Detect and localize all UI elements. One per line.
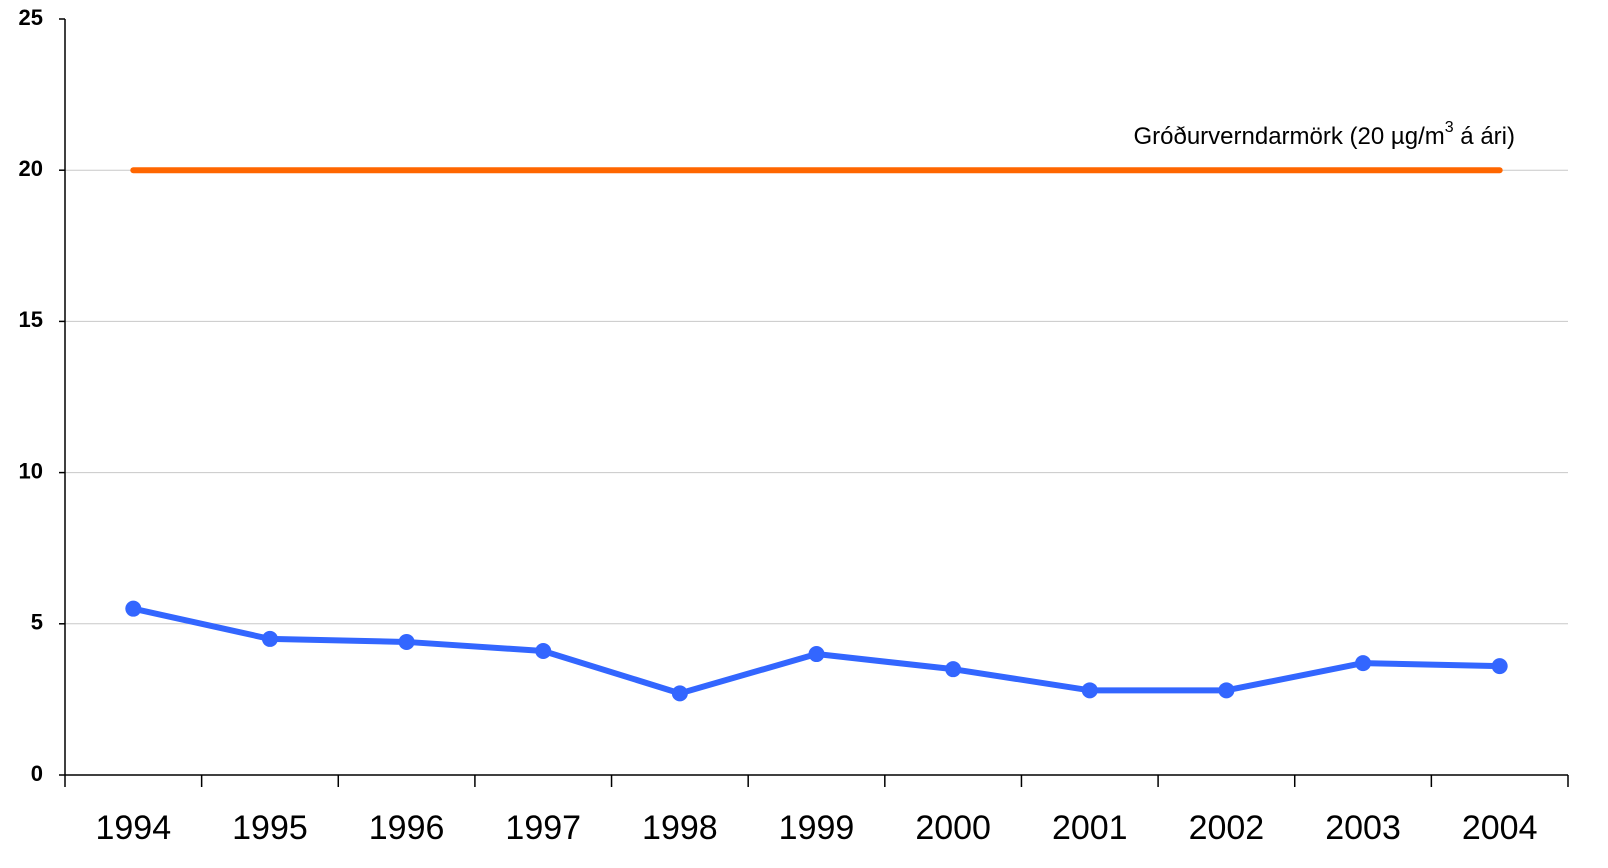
x-tick-label: 2001 bbox=[1052, 809, 1128, 847]
x-tick-label: 1995 bbox=[232, 809, 308, 847]
annotation-text: Gróðurverndarmörk (20 µg/m bbox=[1133, 123, 1444, 150]
x-tick-label: 1997 bbox=[505, 809, 581, 847]
point bbox=[1491, 658, 1508, 675]
point bbox=[398, 633, 415, 650]
y-tick-label: 25 bbox=[19, 5, 43, 30]
x-tick-label: 2004 bbox=[1462, 809, 1538, 847]
x-tick-label: 2003 bbox=[1325, 809, 1401, 847]
point bbox=[1081, 682, 1098, 699]
y-tick-label: 15 bbox=[19, 307, 43, 332]
point bbox=[1218, 682, 1235, 699]
y-tick-label: 5 bbox=[31, 610, 43, 635]
annotation-text: á ári) bbox=[1454, 123, 1515, 150]
point bbox=[1355, 655, 1372, 672]
y-tick-label: 20 bbox=[19, 156, 43, 181]
x-tick-label: 1998 bbox=[642, 809, 718, 847]
x-tick-label: 1999 bbox=[779, 809, 855, 847]
x-tick-label: 2000 bbox=[915, 809, 991, 847]
point bbox=[808, 646, 825, 663]
point bbox=[261, 630, 278, 647]
y-tick-label: 10 bbox=[19, 458, 43, 483]
annotation-superscript: 3 bbox=[1445, 119, 1454, 136]
x-tick-label: 2002 bbox=[1189, 809, 1265, 847]
x-tick-label: 1994 bbox=[95, 809, 171, 847]
x-tick-label: 1996 bbox=[369, 809, 445, 847]
annotation: Gróðurverndarmörk (20 µg/m3 á ári) bbox=[1133, 119, 1515, 150]
point bbox=[125, 600, 142, 617]
point bbox=[671, 685, 688, 702]
point bbox=[945, 661, 962, 678]
point bbox=[535, 643, 552, 660]
y-tick-label: 0 bbox=[31, 761, 43, 786]
